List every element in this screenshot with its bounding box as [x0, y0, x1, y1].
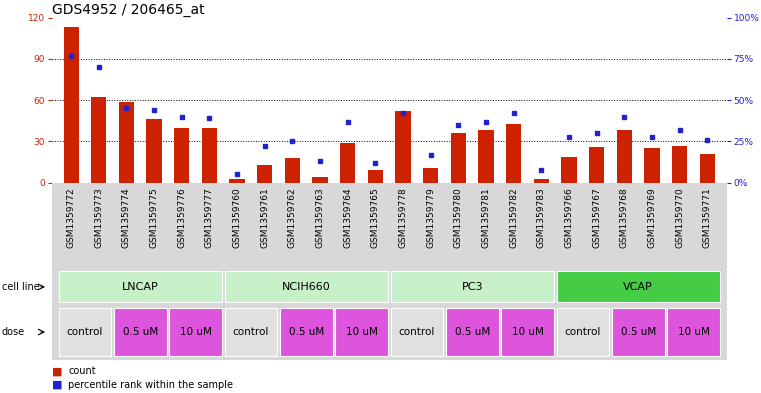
- Text: GSM1359764: GSM1359764: [343, 187, 352, 248]
- Text: 0.5 uM: 0.5 uM: [454, 327, 490, 337]
- Text: 10 uM: 10 uM: [677, 327, 709, 337]
- Text: GSM1359771: GSM1359771: [703, 187, 712, 248]
- Text: 0.5 uM: 0.5 uM: [288, 327, 324, 337]
- Text: GSM1359760: GSM1359760: [233, 187, 241, 248]
- Text: control: control: [399, 327, 435, 337]
- Bar: [667, 308, 720, 356]
- Bar: [313, 177, 328, 183]
- Bar: [59, 271, 222, 303]
- Text: control: control: [67, 327, 103, 337]
- Text: GSM1359765: GSM1359765: [371, 187, 380, 248]
- Text: GSM1359779: GSM1359779: [426, 187, 435, 248]
- Bar: [63, 27, 78, 183]
- Text: VCAP: VCAP: [623, 282, 653, 292]
- Text: GSM1359762: GSM1359762: [288, 187, 297, 248]
- Bar: [224, 271, 388, 303]
- Text: count: count: [68, 366, 96, 376]
- Text: GSM1359766: GSM1359766: [565, 187, 574, 248]
- Bar: [285, 158, 300, 183]
- Text: GSM1359770: GSM1359770: [675, 187, 684, 248]
- Text: GSM1359776: GSM1359776: [177, 187, 186, 248]
- Bar: [556, 271, 720, 303]
- Text: GSM1359774: GSM1359774: [122, 187, 131, 248]
- Text: GSM1359773: GSM1359773: [94, 187, 103, 248]
- Bar: [336, 308, 388, 356]
- Bar: [616, 130, 632, 183]
- Text: GSM1359775: GSM1359775: [150, 187, 158, 248]
- Text: GSM1359763: GSM1359763: [316, 187, 325, 248]
- Bar: [340, 143, 355, 183]
- Text: ■: ■: [52, 366, 62, 376]
- Bar: [446, 308, 498, 356]
- Bar: [174, 128, 189, 183]
- Text: ■: ■: [52, 380, 62, 390]
- Text: GDS4952 / 206465_at: GDS4952 / 206465_at: [52, 3, 205, 17]
- Text: dose: dose: [2, 327, 24, 337]
- Text: 10 uM: 10 uM: [180, 327, 212, 337]
- Bar: [479, 130, 494, 183]
- Bar: [169, 308, 222, 356]
- Text: GSM1359772: GSM1359772: [67, 187, 75, 248]
- Bar: [645, 148, 660, 183]
- Bar: [501, 308, 554, 356]
- Bar: [202, 128, 217, 183]
- Text: 0.5 uM: 0.5 uM: [621, 327, 656, 337]
- Bar: [230, 178, 245, 183]
- Bar: [506, 123, 521, 183]
- Bar: [533, 178, 549, 183]
- Bar: [114, 308, 167, 356]
- Text: GSM1359767: GSM1359767: [592, 187, 601, 248]
- Text: GSM1359761: GSM1359761: [260, 187, 269, 248]
- Bar: [556, 308, 610, 356]
- Text: LNCAP: LNCAP: [122, 282, 158, 292]
- Text: cell line: cell line: [2, 282, 40, 292]
- Bar: [59, 308, 111, 356]
- Text: 10 uM: 10 uM: [345, 327, 377, 337]
- Bar: [280, 308, 333, 356]
- Text: GSM1359769: GSM1359769: [648, 187, 657, 248]
- Bar: [224, 308, 277, 356]
- Text: control: control: [233, 327, 269, 337]
- Bar: [119, 101, 134, 183]
- Bar: [612, 308, 664, 356]
- Text: control: control: [565, 327, 601, 337]
- Text: GSM1359782: GSM1359782: [509, 187, 518, 248]
- Text: GSM1359778: GSM1359778: [399, 187, 408, 248]
- Text: NCIH660: NCIH660: [282, 282, 330, 292]
- Bar: [589, 147, 604, 183]
- Bar: [672, 145, 687, 183]
- Text: 0.5 uM: 0.5 uM: [123, 327, 158, 337]
- Bar: [257, 165, 272, 183]
- Text: GSM1359780: GSM1359780: [454, 187, 463, 248]
- Text: GSM1359768: GSM1359768: [620, 187, 629, 248]
- Text: GSM1359777: GSM1359777: [205, 187, 214, 248]
- Text: GSM1359781: GSM1359781: [482, 187, 491, 248]
- Bar: [700, 154, 715, 183]
- Bar: [451, 133, 466, 183]
- Bar: [390, 308, 443, 356]
- Text: GSM1359783: GSM1359783: [537, 187, 546, 248]
- Text: 10 uM: 10 uM: [511, 327, 543, 337]
- Bar: [423, 167, 438, 183]
- Bar: [396, 111, 411, 183]
- Bar: [91, 97, 107, 183]
- Bar: [368, 170, 383, 183]
- Bar: [562, 156, 577, 183]
- Bar: [390, 271, 554, 303]
- Text: PC3: PC3: [461, 282, 483, 292]
- Text: percentile rank within the sample: percentile rank within the sample: [68, 380, 234, 390]
- Bar: [147, 119, 162, 183]
